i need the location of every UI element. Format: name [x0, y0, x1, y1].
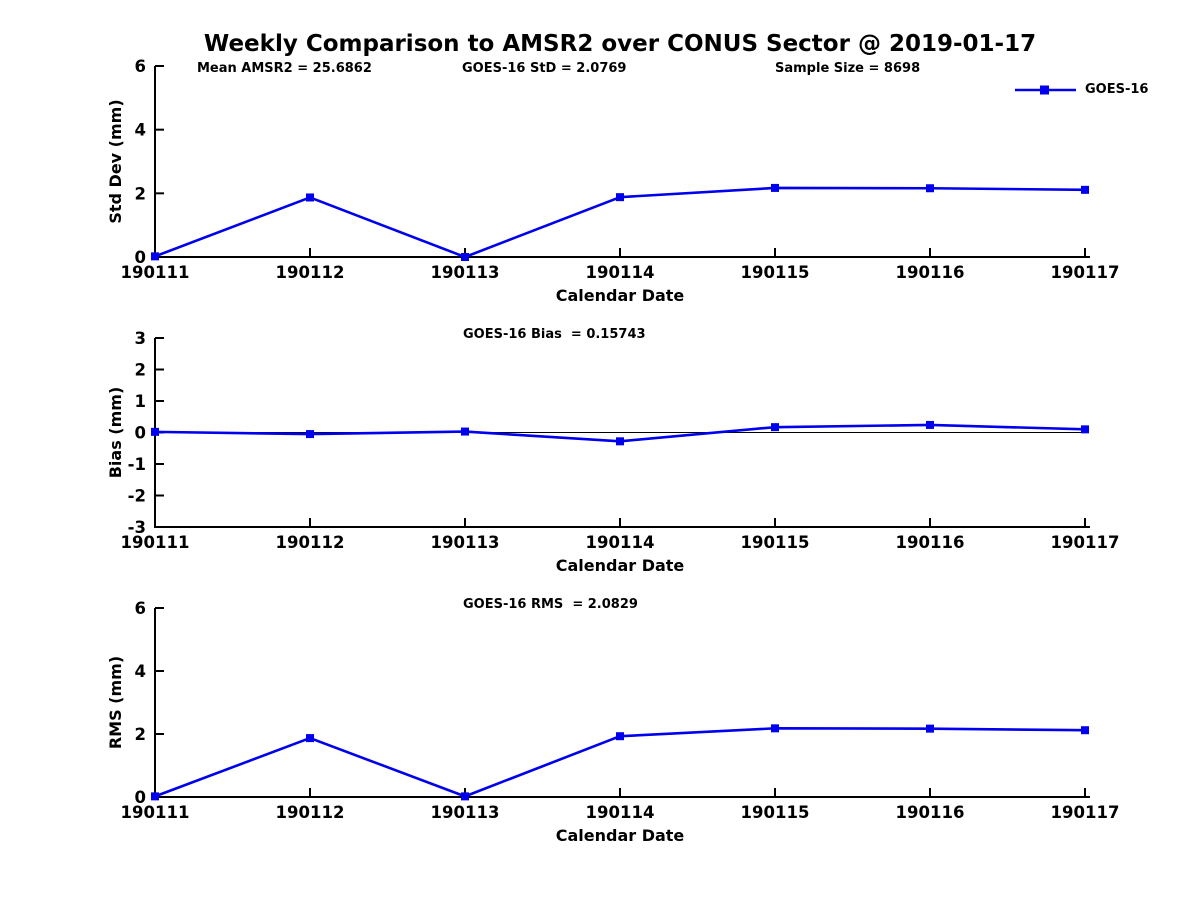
- data-marker: [461, 792, 469, 801]
- data-marker: [151, 792, 159, 801]
- data-marker: [1081, 726, 1089, 735]
- y-tick-label: 3: [135, 329, 146, 348]
- y-axis-title: RMS (mm): [106, 656, 125, 749]
- y-axis-title: Std Dev (mm): [106, 99, 125, 223]
- legend-square-marker-icon: [1040, 85, 1049, 94]
- x-tick-label: 190116: [896, 803, 965, 822]
- data-marker: [771, 423, 779, 432]
- data-marker: [306, 193, 314, 202]
- data-marker: [1081, 185, 1089, 194]
- x-tick-label: 190117: [1051, 263, 1120, 282]
- y-tick-label: 6: [135, 599, 146, 618]
- figure-title: Weekly Comparison to AMSR2 over CONUS Se…: [203, 31, 1037, 57]
- x-tick-label: 190113: [431, 263, 500, 282]
- y-tick-label: 4: [135, 662, 146, 681]
- data-marker: [616, 732, 624, 741]
- y-tick-label: 0: [135, 248, 146, 267]
- annotation-goes16-std: GOES-16 StD = 2.0769: [462, 61, 627, 76]
- legend-line-marker-icon: [1015, 85, 1076, 94]
- legend-label: GOES-16: [1085, 82, 1149, 97]
- data-marker: [306, 734, 314, 743]
- y-tick-label: -2: [128, 487, 146, 506]
- x-tick-label: 190114: [586, 263, 655, 282]
- data-marker: [771, 183, 779, 192]
- y-axis-title: Bias (mm): [106, 387, 125, 479]
- x-axis-title: Calendar Date: [556, 286, 685, 305]
- data-marker: [151, 252, 159, 261]
- data-marker: [461, 253, 469, 261]
- data-marker: [151, 427, 159, 436]
- x-tick-label: 190117: [1051, 533, 1120, 552]
- y-tick-label: 6: [135, 57, 146, 76]
- y-tick-label: -3: [128, 518, 146, 537]
- y-tick-label: 2: [135, 361, 146, 380]
- x-tick-label: 190116: [896, 533, 965, 552]
- annotation-mean-amsr2: Mean AMSR2 = 25.6862: [197, 61, 372, 76]
- x-tick-label: 190111: [121, 263, 190, 282]
- x-axis-title: Calendar Date: [556, 556, 685, 575]
- y-tick-label: 0: [135, 788, 146, 807]
- x-tick-label: 190112: [276, 803, 345, 822]
- x-tick-label: 190115: [741, 263, 810, 282]
- data-marker: [306, 430, 314, 439]
- y-tick-label: 2: [135, 184, 146, 203]
- data-marker: [461, 427, 469, 436]
- x-tick-label: 190116: [896, 263, 965, 282]
- x-tick-label: 190115: [741, 533, 810, 552]
- data-marker: [616, 437, 624, 446]
- data-marker: [926, 184, 934, 193]
- x-tick-label: 190112: [276, 263, 345, 282]
- y-tick-label: 1: [135, 392, 146, 411]
- x-tick-label: 190115: [741, 803, 810, 822]
- y-tick-label: 2: [135, 725, 146, 744]
- x-tick-label: 190111: [121, 533, 190, 552]
- x-tick-label: 190117: [1051, 803, 1120, 822]
- data-marker: [1081, 425, 1089, 434]
- data-marker: [771, 724, 779, 733]
- annotation-goes16-bias: GOES-16 Bias = 0.15743: [463, 327, 646, 342]
- y-tick-label: 0: [135, 424, 146, 443]
- data-marker: [616, 193, 624, 202]
- x-tick-label: 190113: [431, 533, 500, 552]
- x-tick-label: 190112: [276, 533, 345, 552]
- annotation-goes16-rms: GOES-16 RMS = 2.0829: [463, 597, 638, 612]
- x-tick-label: 190113: [431, 803, 500, 822]
- legend: GOES-16: [1014, 82, 1148, 97]
- y-tick-label: -1: [128, 455, 146, 474]
- x-tick-label: 190114: [586, 533, 655, 552]
- annotation-sample-size: Sample Size = 8698: [775, 61, 921, 76]
- data-marker: [926, 724, 934, 733]
- x-tick-label: 190111: [121, 803, 190, 822]
- data-marker: [926, 420, 934, 429]
- x-axis-title: Calendar Date: [556, 826, 685, 845]
- y-tick-label: 4: [135, 121, 146, 140]
- x-tick-label: 190114: [586, 803, 655, 822]
